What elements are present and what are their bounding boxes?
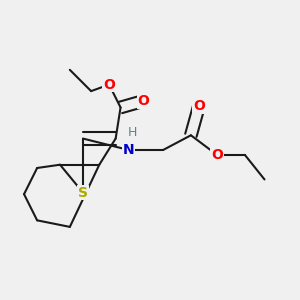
Text: O: O — [193, 99, 205, 113]
Text: S: S — [78, 185, 88, 200]
Text: O: O — [103, 78, 115, 92]
Text: O: O — [137, 94, 149, 108]
Text: N: N — [123, 143, 134, 157]
Text: O: O — [211, 148, 223, 162]
Text: H: H — [127, 125, 137, 139]
